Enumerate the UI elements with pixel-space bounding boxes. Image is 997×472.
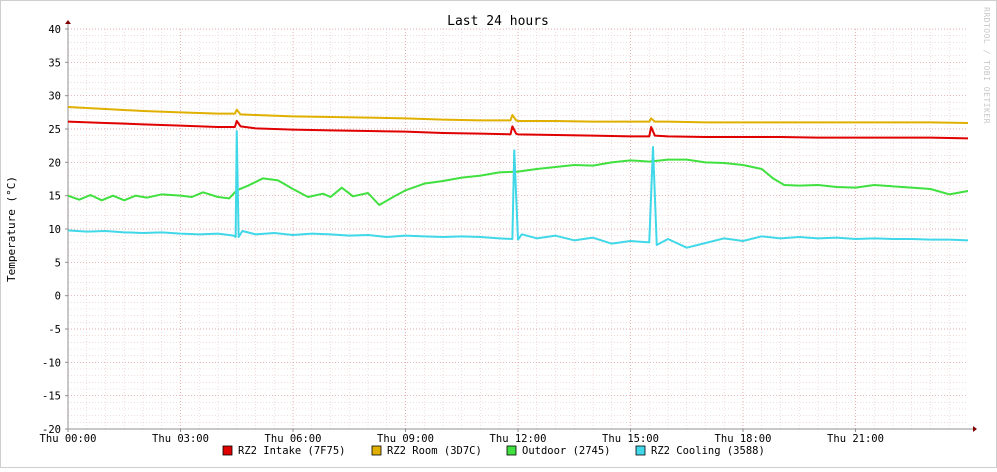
x-tick-label: Thu 18:00 [715, 433, 772, 445]
series-line-0 [67, 120, 969, 140]
legend-label: RZ2 Intake (7F75) [238, 445, 345, 457]
series-line-3 [67, 130, 969, 249]
y-tick-label: -5 [48, 324, 61, 336]
legend-swatch [635, 445, 646, 456]
series-line-1 [67, 106, 969, 124]
series-line-2 [67, 158, 969, 206]
x-tick-label: Thu 15:00 [602, 433, 659, 445]
legend-label: RZ2 Cooling (3588) [651, 445, 765, 457]
y-tick-label: 40 [48, 24, 61, 36]
legend-swatch [506, 445, 517, 456]
y-tick-label: 5 [55, 257, 61, 269]
legend: RZ2 Intake (7F75) RZ2 Room (3D7C) Outdoor … [222, 445, 765, 457]
major-grid [67, 28, 968, 430]
y-tick-label: 20 [48, 157, 61, 169]
legend-label: RZ2 Room (3D7C) [387, 445, 482, 457]
watermark: RRDTOOL / TOBI OETIKER [982, 7, 991, 124]
y-tick-label: 30 [48, 91, 61, 103]
y-tick-label: 15 [48, 191, 61, 203]
y-tick-label: -10 [42, 357, 61, 369]
x-axis-arrow [973, 426, 977, 432]
y-axis-label: Temperature (°C) [5, 176, 18, 282]
x-tick-label: Thu 09:00 [377, 433, 434, 445]
x-tick-label: Thu 12:00 [490, 433, 547, 445]
axes [65, 20, 977, 432]
series-layer [67, 106, 969, 249]
y-tick-label: -20 [42, 424, 61, 436]
chart-title: Last 24 hours [447, 14, 549, 29]
x-tick-label: Thu 21:00 [827, 433, 884, 445]
y-axis-arrow [65, 20, 71, 24]
y-tick-label: 10 [48, 224, 61, 236]
y-tick-labels: -20 -15 -10 -5 0 5 10 15 20 25 30 35 40 [42, 24, 61, 436]
x-tick-labels: Thu 00:00 Thu 03:00 Thu 06:00 Thu 09:00 Thu … [40, 433, 884, 445]
y-tick-label: 35 [48, 57, 61, 69]
y-tick-label: 25 [48, 124, 61, 136]
y-tick-label: -15 [42, 391, 61, 403]
x-tick-label: Thu 00:00 [40, 433, 97, 445]
legend-swatch [222, 445, 233, 456]
legend-swatch [371, 445, 382, 456]
legend-label: Outdoor (2745) [522, 445, 611, 457]
x-tick-label: Thu 06:00 [265, 433, 322, 445]
minor-grid [68, 29, 968, 429]
y-tick-label: 0 [55, 291, 61, 303]
x-tick-label: Thu 03:00 [152, 433, 209, 445]
